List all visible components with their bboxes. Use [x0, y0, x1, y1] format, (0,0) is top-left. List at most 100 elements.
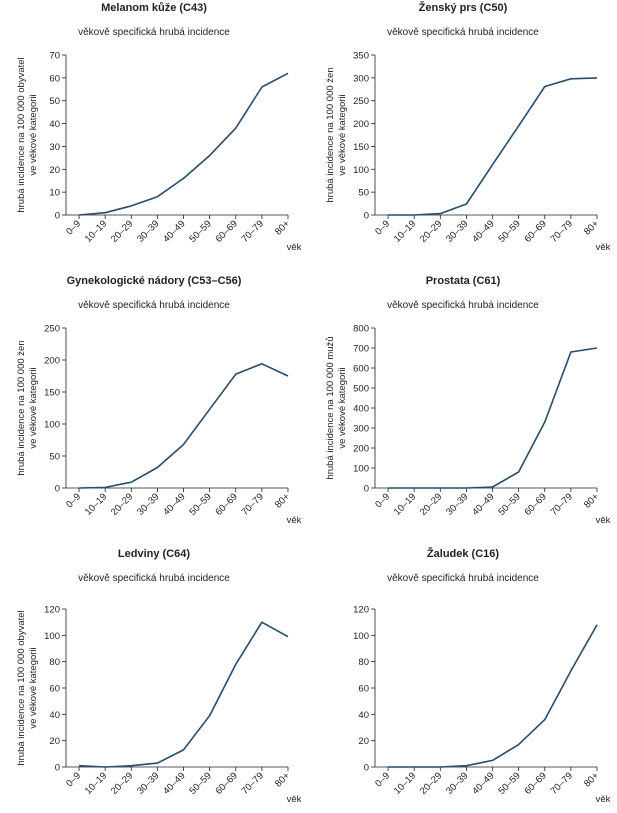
chart-plot: 0 10 20 30 40 50 60 70 0–9 10–19 20–29 30–39 40–49 50…	[16, 51, 302, 254]
y-axis-title: hrubá incidence na 100 000 obyvatel	[16, 610, 27, 765]
y-tick-label: 0	[364, 211, 369, 222]
chart-zensky-prs: Ženský prs (C50) věkově specifická hrubá…	[309, 0, 617, 267]
x-tick-label: 0–9	[373, 770, 392, 789]
chart-zaludek: Žaludek (C16) věkově specifická hrubá in…	[309, 546, 617, 813]
x-tick-label: 50–59	[187, 770, 213, 796]
y-axis-title: ve věkové kategorii	[28, 94, 39, 175]
chart-plot: 0 20 40 60 80 100 120 0–9 10–19 20–29 30–39 40–49 50…	[16, 605, 302, 806]
x-tick-label: 30–39	[444, 770, 470, 796]
chart-title: Ženský prs (C50)	[418, 2, 508, 14]
chart-subtitle: věkově specifická hrubá incidence	[387, 573, 539, 584]
y-tick-label: 40	[49, 710, 60, 721]
chart-title: Melanom kůže (C43)	[101, 2, 207, 14]
x-tick-label: 0–9	[64, 770, 83, 789]
y-tick-label: 50	[49, 452, 60, 463]
x-tick-label: 40–49	[161, 218, 187, 244]
x-tick-label: 50–59	[187, 218, 213, 244]
chart-subtitle: věkově specifická hrubá incidence	[387, 300, 539, 311]
y-tick-label: 100	[44, 420, 60, 431]
x-tick-label: 60–69	[213, 770, 239, 796]
chart-ledviny: Ledviny (C64) věkově specifická hrubá in…	[0, 546, 308, 813]
x-axis-title: věk	[596, 242, 611, 253]
y-tick-label: 0	[55, 484, 60, 495]
x-tick-label: 20–29	[109, 218, 135, 244]
series-line	[79, 72, 289, 216]
y-tick-label: 60	[49, 73, 60, 84]
y-axis-title: hrubá incidence na 100 000 žen	[325, 67, 336, 202]
y-tick-label: 20	[49, 165, 60, 176]
chart-plot: 0 50 100 150 200 250 300 350 0–9 10–19 20–29 30–39 4…	[325, 51, 611, 254]
chart-title: Ledviny (C64)	[117, 548, 191, 560]
x-tick-label: 80+	[582, 491, 601, 510]
y-axis-title: ve věkové kategorii	[28, 367, 39, 448]
y-tick-label: 500	[353, 384, 369, 395]
y-tick-label: 40	[358, 710, 369, 721]
x-tick-label: 80+	[273, 770, 292, 789]
chart-plot: 0 20 40 60 80 100 120 0–9 10–19 20–29 30–39 40–49 50…	[353, 605, 610, 806]
x-axis-title: věk	[287, 242, 302, 253]
series-line	[388, 77, 598, 216]
x-tick-label: 20–29	[418, 770, 444, 796]
x-tick-label: 80+	[582, 770, 601, 789]
y-axis-title: ve věkové kategorii	[337, 94, 348, 175]
series-line	[388, 347, 598, 489]
chart-melanom: Melanom kůže (C43) věkově specifická hru…	[0, 0, 308, 267]
y-tick-label: 20	[49, 736, 60, 747]
x-tick-label: 30–39	[444, 218, 470, 244]
x-tick-label: 70–79	[549, 218, 575, 244]
y-tick-label: 200	[44, 356, 60, 367]
x-axis-title: věk	[596, 515, 611, 526]
y-tick-label: 350	[353, 51, 369, 62]
x-tick-label: 10–19	[392, 770, 418, 796]
chart-title: Gynekologické nádory (C53–C56)	[66, 275, 242, 287]
x-tick-label: 40–49	[470, 218, 496, 244]
y-tick-label: 50	[49, 96, 60, 107]
chart-subtitle: věkově specifická hrubá incidence	[78, 27, 230, 38]
y-tick-label: 120	[44, 605, 60, 616]
y-tick-label: 30	[49, 142, 60, 153]
x-tick-label: 0–9	[64, 218, 83, 237]
y-axis-title: ve věkové kategorii	[28, 647, 39, 728]
chart-prostata: Prostata (C61) věkově specifická hrubá i…	[309, 273, 617, 540]
y-tick-label: 70	[49, 51, 60, 62]
y-tick-label: 10	[49, 188, 60, 199]
chart-plot: 0 100 200 300 400 500 600 700 800 0–9 10–19 20–29 30…	[325, 324, 611, 527]
series-line	[79, 621, 289, 768]
x-tick-label: 70–79	[549, 491, 575, 517]
chart-subtitle: věkově specifická hrubá incidence	[78, 573, 230, 584]
x-tick-label: 30–39	[135, 770, 161, 796]
x-tick-label: 10–19	[83, 491, 109, 517]
x-tick-label: 0–9	[64, 491, 83, 510]
x-tick-label: 30–39	[135, 218, 161, 244]
y-tick-label: 0	[364, 484, 369, 495]
y-tick-label: 700	[353, 344, 369, 355]
x-axis-title: věk	[287, 515, 302, 526]
x-tick-label: 20–29	[109, 491, 135, 517]
x-tick-label: 60–69	[522, 491, 548, 517]
y-tick-label: 40	[49, 119, 60, 130]
y-axis-title: hrubá incidence na 100 000 žen	[16, 340, 27, 475]
x-tick-label: 40–49	[470, 491, 496, 517]
x-tick-label: 50–59	[187, 491, 213, 517]
y-tick-label: 250	[353, 96, 369, 107]
series-line	[388, 624, 598, 768]
y-tick-label: 20	[358, 736, 369, 747]
x-tick-label: 50–59	[496, 770, 522, 796]
y-tick-label: 100	[353, 631, 369, 642]
y-tick-label: 0	[364, 763, 369, 774]
x-tick-label: 10–19	[83, 218, 109, 244]
x-tick-label: 60–69	[522, 770, 548, 796]
x-tick-label: 70–79	[240, 770, 266, 796]
y-axis-title: hrubá incidence na 100 000 mužů	[325, 336, 336, 479]
x-tick-label: 40–49	[470, 770, 496, 796]
x-tick-label: 20–29	[418, 491, 444, 517]
y-tick-label: 150	[44, 388, 60, 399]
x-tick-label: 20–29	[109, 770, 135, 796]
x-tick-label: 0–9	[373, 218, 392, 237]
y-tick-label: 80	[358, 657, 369, 668]
y-axis-title: hrubá incidence na 100 000 obyvatel	[16, 57, 27, 212]
x-tick-label: 10–19	[83, 770, 109, 796]
y-tick-label: 0	[55, 211, 60, 222]
chart-gynekologicke-nadory: Gynekologické nádory (C53–C56) věkově sp…	[0, 273, 308, 540]
x-tick-label: 60–69	[213, 218, 239, 244]
